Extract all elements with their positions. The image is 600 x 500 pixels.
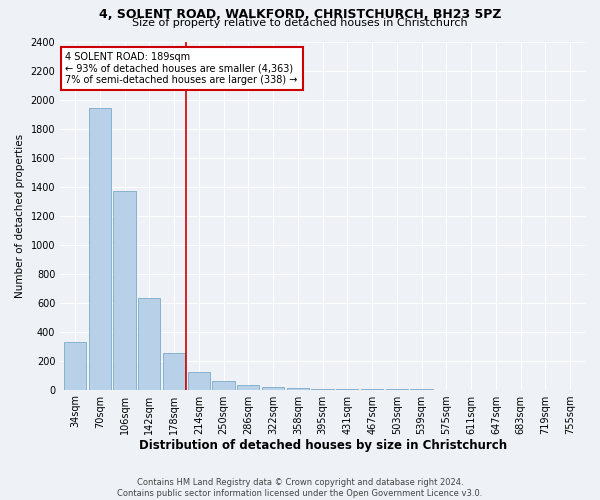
Bar bbox=[113, 191, 136, 390]
Bar bbox=[311, 389, 334, 390]
Bar bbox=[188, 372, 210, 390]
Text: 4, SOLENT ROAD, WALKFORD, CHRISTCHURCH, BH23 5PZ: 4, SOLENT ROAD, WALKFORD, CHRISTCHURCH, … bbox=[99, 8, 501, 20]
Text: 4 SOLENT ROAD: 189sqm
← 93% of detached houses are smaller (4,363)
7% of semi-de: 4 SOLENT ROAD: 189sqm ← 93% of detached … bbox=[65, 52, 298, 85]
Bar bbox=[138, 298, 160, 390]
Bar bbox=[89, 108, 111, 390]
X-axis label: Distribution of detached houses by size in Christchurch: Distribution of detached houses by size … bbox=[139, 440, 506, 452]
Bar bbox=[287, 388, 309, 390]
Bar bbox=[212, 381, 235, 390]
Text: Size of property relative to detached houses in Christchurch: Size of property relative to detached ho… bbox=[132, 18, 468, 28]
Y-axis label: Number of detached properties: Number of detached properties bbox=[15, 134, 25, 298]
Bar bbox=[64, 342, 86, 390]
Bar bbox=[163, 354, 185, 390]
Text: Contains HM Land Registry data © Crown copyright and database right 2024.
Contai: Contains HM Land Registry data © Crown c… bbox=[118, 478, 482, 498]
Bar bbox=[237, 384, 259, 390]
Bar bbox=[262, 386, 284, 390]
